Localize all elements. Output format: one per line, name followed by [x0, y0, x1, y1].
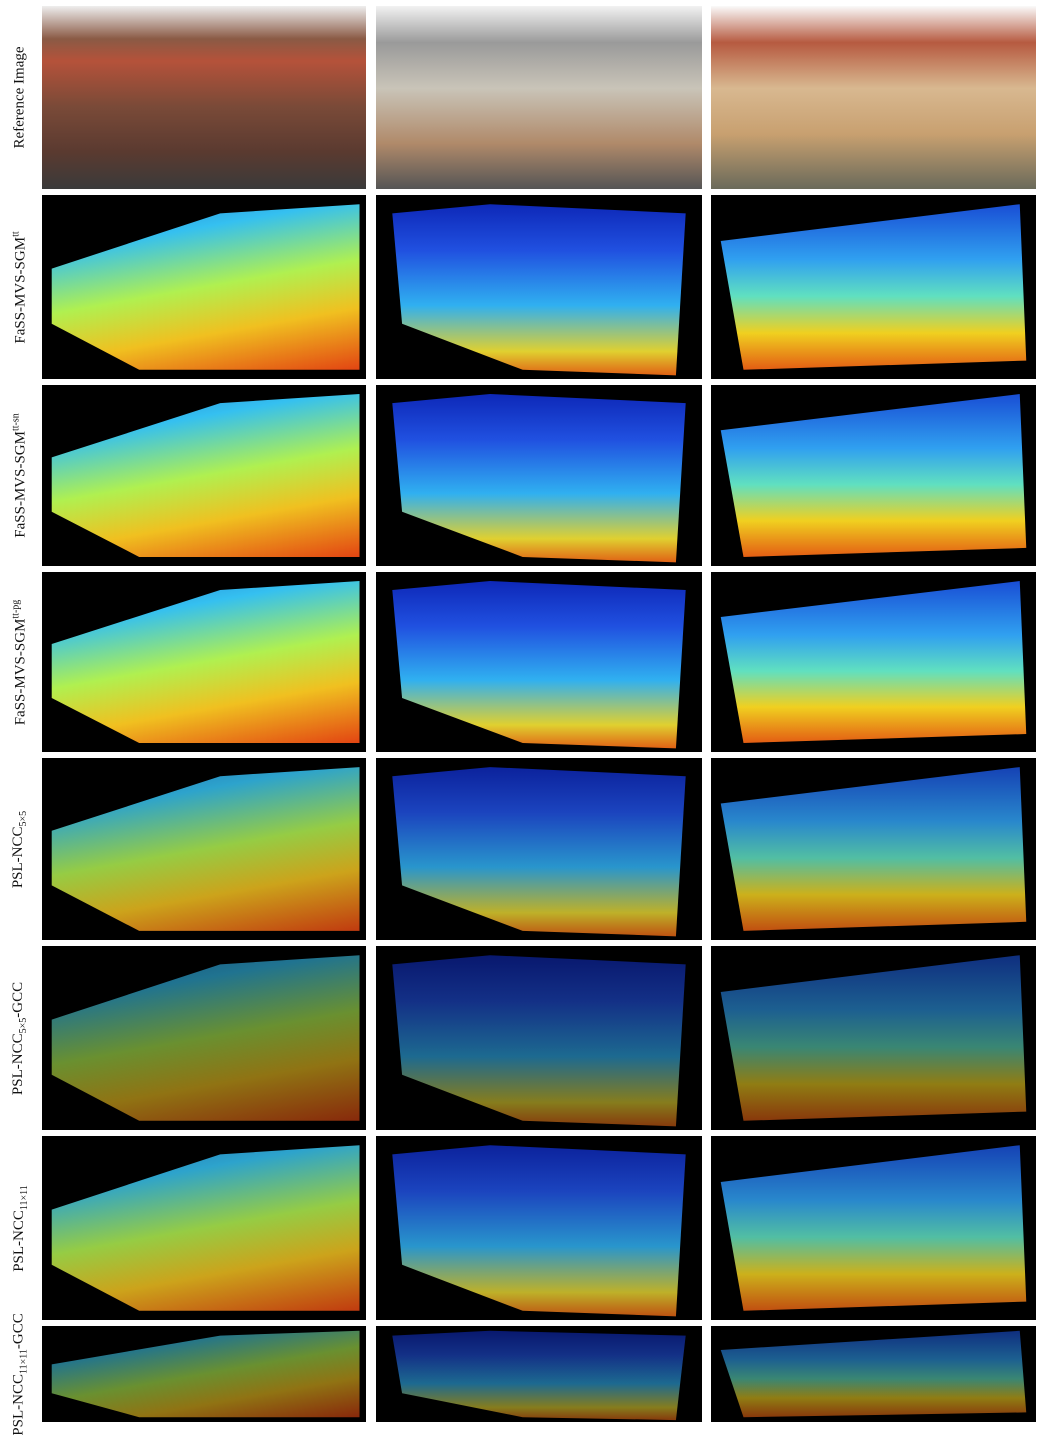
reference-image — [42, 6, 366, 189]
depth-map — [711, 572, 1036, 752]
depth-map — [376, 1136, 702, 1320]
label-text: FaSS-MVS-SGM — [13, 618, 29, 725]
figure: Reference ImageFaSS-MVS-SGMttFaSS-MVS-SG… — [0, 0, 1043, 1429]
row-label-text: FaSS-MVS-SGMtt — [11, 231, 30, 343]
depth-map — [376, 385, 702, 566]
image-content — [42, 6, 366, 189]
image-content — [376, 1326, 702, 1422]
row-label-text: Reference Image — [12, 46, 29, 148]
depth-map — [376, 572, 702, 752]
label-sub: 5×5 — [19, 810, 30, 826]
row-label: Reference Image — [0, 6, 40, 189]
image-content — [376, 758, 702, 940]
depth-map — [711, 195, 1036, 379]
row-label: FaSS-MVS-SGMtt-sn — [0, 385, 40, 566]
image-content — [376, 1136, 702, 1320]
label-text: PSL-NCC — [11, 1033, 27, 1095]
image-content — [376, 385, 702, 566]
reference-image — [711, 6, 1036, 189]
row-label: PSL-NCC11×11-GCC — [0, 1326, 40, 1422]
row-label: FaSS-MVS-SGMtt — [0, 195, 40, 379]
depth-map — [376, 758, 702, 940]
depth-map — [42, 572, 366, 752]
depth-map — [711, 385, 1036, 566]
image-content — [42, 1136, 366, 1320]
depth-map — [42, 195, 366, 379]
depth-map — [42, 385, 366, 566]
image-content — [376, 946, 702, 1130]
label-sup: tt-pg — [11, 599, 22, 618]
depth-map — [42, 1136, 366, 1320]
row-label-text: PSL-NCC11×11-GCC — [11, 1313, 30, 1435]
image-content — [42, 385, 366, 566]
image-content — [376, 6, 702, 189]
label-text: PSL-NCC — [11, 826, 27, 888]
image-content — [711, 946, 1036, 1130]
image-content — [711, 1326, 1036, 1422]
depth-map — [711, 946, 1036, 1130]
label-text: PSL-NCC — [11, 1374, 27, 1435]
reference-image — [376, 6, 702, 189]
label-text: Reference Image — [12, 46, 28, 148]
depth-map — [711, 1136, 1036, 1320]
label-sub: 11×11 — [19, 1349, 30, 1374]
label-text: PSL-NCC — [11, 1210, 27, 1272]
row-label: PSL-NCC5×5 — [0, 758, 40, 940]
depth-map — [42, 1326, 366, 1422]
label-sup: tt-sn — [11, 413, 22, 431]
row-label: PSL-NCC11×11 — [0, 1136, 40, 1320]
row-label-text: FaSS-MVS-SGMtt-pg — [11, 599, 30, 725]
label-text: FaSS-MVS-SGM — [13, 431, 29, 538]
label-sup: tt — [11, 231, 22, 237]
label-text: FaSS-MVS-SGM — [13, 236, 29, 343]
row-label: PSL-NCC5×5-GCC — [0, 946, 40, 1130]
label-sub: 11×11 — [19, 1185, 30, 1210]
image-content — [42, 758, 366, 940]
image-content — [42, 1326, 366, 1422]
image-content — [711, 572, 1036, 752]
depth-map — [42, 758, 366, 940]
image-content — [42, 195, 366, 379]
image-content — [376, 572, 702, 752]
row-label-text: PSL-NCC5×5 — [11, 810, 30, 887]
row-label-text: FaSS-MVS-SGMtt-sn — [11, 413, 30, 537]
row-label: FaSS-MVS-SGMtt-pg — [0, 572, 40, 752]
image-content — [711, 758, 1036, 940]
row-label-text: PSL-NCC5×5-GCC — [11, 981, 30, 1094]
depth-map — [376, 195, 702, 379]
image-content — [711, 195, 1036, 379]
depth-map — [42, 946, 366, 1130]
depth-map — [376, 1326, 702, 1422]
image-content — [711, 1136, 1036, 1320]
row-label-text: PSL-NCC11×11 — [11, 1185, 30, 1272]
label-sub: 5×5 — [19, 1017, 30, 1033]
image-content — [42, 572, 366, 752]
label-tail: -GCC — [11, 981, 27, 1017]
image-content — [376, 195, 702, 379]
image-content — [42, 946, 366, 1130]
depth-map — [376, 946, 702, 1130]
depth-map — [711, 758, 1036, 940]
image-content — [711, 385, 1036, 566]
depth-map — [711, 1326, 1036, 1422]
image-content — [711, 6, 1036, 189]
label-tail: -GCC — [11, 1313, 27, 1349]
